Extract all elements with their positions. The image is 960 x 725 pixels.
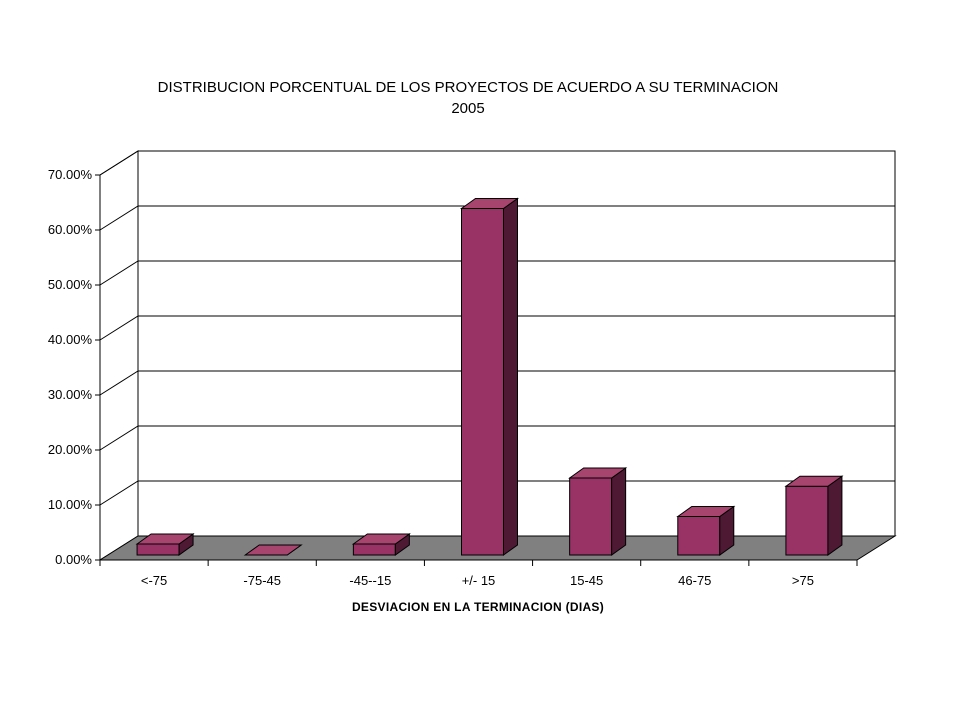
gridline xyxy=(99,260,895,286)
side-wall xyxy=(99,150,139,561)
y-tick-label: 0.00% xyxy=(55,552,92,567)
y-tick-label: 70.00% xyxy=(48,167,93,182)
bar xyxy=(136,543,180,556)
y-tick-label: 30.00% xyxy=(48,387,93,402)
bar-top xyxy=(676,506,736,517)
bar-top xyxy=(135,533,195,545)
y-tick-label: 60.00% xyxy=(48,222,93,237)
y-tick-label: 20.00% xyxy=(48,442,93,457)
gridline xyxy=(99,205,895,231)
x-tick-label: >75 xyxy=(792,573,814,588)
bar xyxy=(677,516,721,556)
gridline xyxy=(99,425,895,451)
gridline xyxy=(99,480,895,506)
bar-top xyxy=(243,544,303,556)
x-tick-label: -45--15 xyxy=(349,573,391,588)
bar xyxy=(352,543,396,556)
bar-side xyxy=(827,475,843,556)
x-tick-label: -75-45 xyxy=(243,573,281,588)
x-axis-title: DESVIACION EN LA TERMINACION (DIAS) xyxy=(352,600,604,614)
bar-side xyxy=(503,197,518,556)
bar-top xyxy=(784,475,844,487)
plot-area: 0.00% 10.00% 20.00% 30.00% 40.00% 50.00% 60.00… xyxy=(48,150,897,588)
bar xyxy=(569,477,613,556)
x-tick-label: 46-75 xyxy=(678,573,711,588)
chart-subtitle: 2005 xyxy=(451,100,484,117)
bar-top xyxy=(568,467,628,479)
chart-title: DISTRIBUCION PORCENTUAL DE LOS PROYECTOS… xyxy=(158,79,779,96)
bar xyxy=(461,208,504,556)
x-tick-label: +/- 15 xyxy=(462,573,496,588)
gridline xyxy=(99,370,895,396)
y-tick-label: 10.00% xyxy=(48,497,93,512)
y-tick-label: 50.00% xyxy=(48,277,93,292)
bar-top xyxy=(459,198,520,209)
x-tick-label: <-75 xyxy=(141,573,167,588)
gridline xyxy=(99,315,895,341)
bar-top xyxy=(351,533,411,545)
bar xyxy=(785,485,829,556)
bar-side xyxy=(611,467,627,556)
x-tick-label: 15-45 xyxy=(570,573,603,588)
gridline xyxy=(99,150,895,176)
y-tick-label: 40.00% xyxy=(48,332,93,347)
